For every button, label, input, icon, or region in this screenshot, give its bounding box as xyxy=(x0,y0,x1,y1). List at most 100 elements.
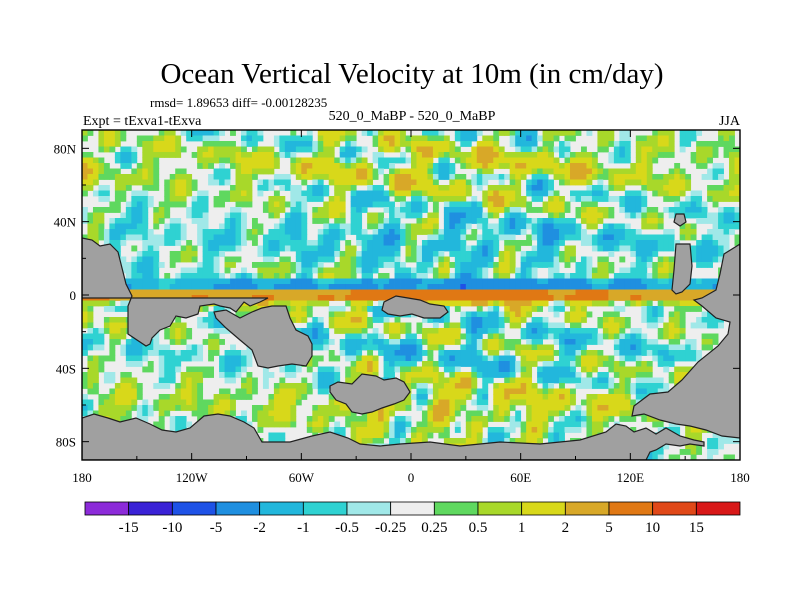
field-cell xyxy=(575,278,582,285)
field-cell xyxy=(613,394,620,400)
field-cell xyxy=(663,289,670,296)
field-cell xyxy=(482,289,489,296)
field-cell xyxy=(400,141,406,147)
field-cell xyxy=(164,405,171,411)
field-cell xyxy=(443,317,450,323)
field-cell xyxy=(504,311,511,318)
field-cell xyxy=(246,361,253,367)
field-cell xyxy=(427,416,434,422)
field-cell xyxy=(515,207,522,213)
field-cell xyxy=(476,416,483,422)
field-cell xyxy=(531,234,538,241)
field-cell xyxy=(175,339,182,345)
field-cell xyxy=(641,311,648,318)
field-cell xyxy=(356,344,363,351)
field-cell xyxy=(421,174,428,180)
field-cell xyxy=(696,207,703,213)
field-cell xyxy=(443,306,450,312)
field-cell xyxy=(367,223,374,230)
field-cell xyxy=(268,163,275,169)
field-cell xyxy=(619,333,626,340)
field-cell xyxy=(674,295,681,301)
field-cell xyxy=(542,361,549,367)
field-cell xyxy=(575,157,582,164)
field-cell xyxy=(147,350,154,356)
field-cell xyxy=(142,278,149,285)
field-cell xyxy=(580,333,587,340)
field-cell xyxy=(367,245,374,252)
field-cell xyxy=(394,146,401,153)
field-cell xyxy=(526,190,533,197)
field-cell xyxy=(421,245,428,252)
field-cell xyxy=(279,416,286,422)
field-cell xyxy=(509,212,516,219)
field-cell xyxy=(679,295,686,301)
field-cell xyxy=(197,344,204,351)
field-cell xyxy=(454,388,461,395)
field-cell xyxy=(712,317,719,323)
field-cell xyxy=(487,333,494,340)
field-cell xyxy=(411,157,417,164)
field-cell xyxy=(421,421,428,428)
field-cell xyxy=(460,185,467,191)
field-cell xyxy=(279,262,286,268)
field-cell xyxy=(175,289,182,296)
field-cell xyxy=(663,234,670,241)
field-cell xyxy=(158,135,165,142)
field-cell xyxy=(685,284,692,290)
field-cell xyxy=(158,350,165,356)
field-cell xyxy=(421,130,428,136)
field-cell xyxy=(328,317,335,323)
field-cell xyxy=(153,289,160,296)
field-cell xyxy=(191,251,198,257)
field-cell xyxy=(454,361,461,367)
field-cell xyxy=(339,262,346,268)
field-cell xyxy=(487,229,494,235)
field-cell xyxy=(306,416,313,422)
field-cell xyxy=(114,190,121,197)
field-cell xyxy=(526,410,533,417)
field-cell xyxy=(411,256,417,263)
field-cell xyxy=(301,262,308,268)
field-cell xyxy=(515,284,522,290)
field-cell xyxy=(290,416,297,422)
field-cell xyxy=(246,229,253,235)
field-cell xyxy=(273,410,280,417)
field-cell xyxy=(295,157,302,164)
field-cell xyxy=(482,234,489,241)
field-cell xyxy=(120,256,127,263)
field-cell xyxy=(553,388,560,395)
field-cell xyxy=(405,333,412,340)
field-cell xyxy=(630,366,637,373)
field-cell xyxy=(619,146,626,153)
field-cell xyxy=(202,273,209,279)
field-cell xyxy=(723,212,730,219)
field-cell xyxy=(591,152,598,158)
field-cell xyxy=(301,328,308,334)
field-cell xyxy=(663,174,670,180)
field-cell xyxy=(186,350,193,356)
field-cell xyxy=(619,355,626,362)
field-cell xyxy=(520,240,527,246)
field-cell xyxy=(131,284,138,290)
field-cell xyxy=(465,179,472,186)
field-cell xyxy=(131,174,138,180)
field-cell xyxy=(520,212,527,219)
field-cell xyxy=(339,190,346,197)
field-cell xyxy=(482,135,489,142)
field-cell xyxy=(613,152,620,158)
field-cell xyxy=(460,311,467,318)
field-cell xyxy=(465,223,472,230)
field-cell xyxy=(635,273,642,279)
field-cell xyxy=(153,157,160,164)
field-cell xyxy=(624,141,631,147)
field-cell xyxy=(679,306,686,312)
field-cell xyxy=(246,350,253,356)
field-cell xyxy=(411,284,417,290)
field-cell xyxy=(345,317,352,323)
field-cell xyxy=(460,284,467,290)
field-cell xyxy=(186,174,193,180)
field-cell xyxy=(389,339,395,345)
field-cell xyxy=(191,366,198,373)
field-cell xyxy=(449,163,456,169)
